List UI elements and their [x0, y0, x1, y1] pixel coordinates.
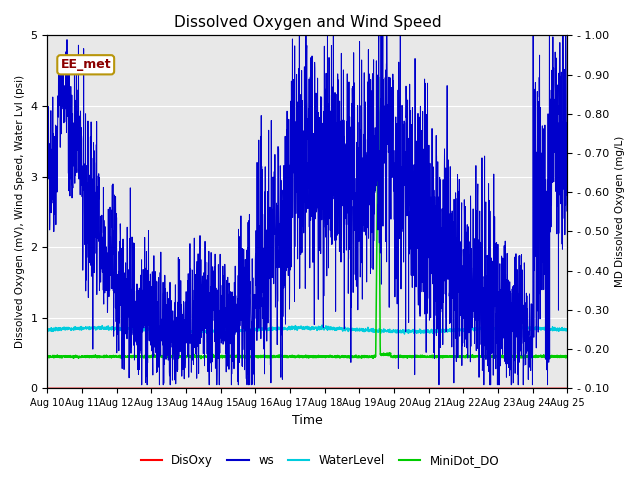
Y-axis label: Dissolved Oxygen (mV), Wind Speed, Water Lvl (psi): Dissolved Oxygen (mV), Wind Speed, Water… — [15, 75, 25, 348]
X-axis label: Time: Time — [292, 414, 323, 427]
Title: Dissolved Oxygen and Wind Speed: Dissolved Oxygen and Wind Speed — [173, 15, 441, 30]
Text: EE_met: EE_met — [60, 58, 111, 71]
Legend: DisOxy, ws, WaterLevel, MiniDot_DO: DisOxy, ws, WaterLevel, MiniDot_DO — [136, 449, 504, 472]
Y-axis label: MD Dissolved Oxygen (mg/L): MD Dissolved Oxygen (mg/L) — [615, 136, 625, 288]
